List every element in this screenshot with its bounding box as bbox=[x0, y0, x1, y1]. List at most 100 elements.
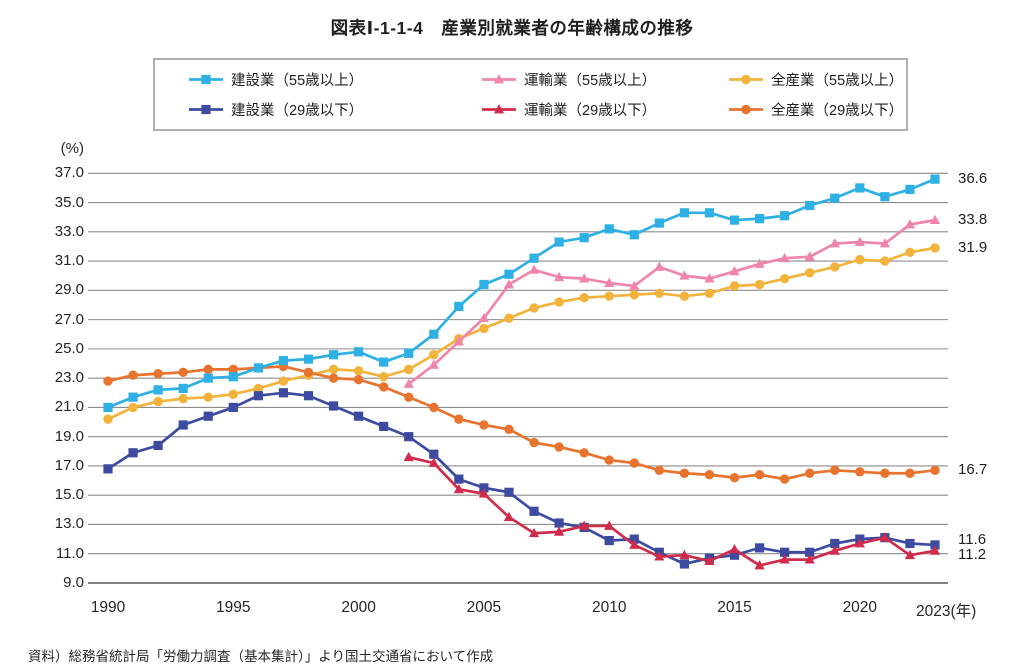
square-marker bbox=[178, 420, 188, 430]
circle-marker bbox=[704, 288, 715, 298]
y-tick-label: 37.0 bbox=[54, 164, 84, 182]
legend-label: 建設業（29歳以下） bbox=[231, 102, 364, 119]
circle-marker bbox=[153, 369, 163, 379]
legend-label: 運輸業（55歳以上） bbox=[524, 73, 657, 90]
series-all-industry-55 bbox=[103, 243, 940, 424]
end-label-transport-55: 33.8 bbox=[958, 211, 988, 229]
square-marker bbox=[479, 483, 489, 493]
series-line-all-industry-55 bbox=[107, 246, 936, 421]
square-marker bbox=[253, 391, 263, 401]
square-marker bbox=[278, 388, 289, 398]
circle-marker bbox=[253, 383, 264, 394]
square-marker bbox=[754, 543, 765, 553]
circle-marker bbox=[103, 414, 113, 424]
legend-swatch-triangle bbox=[482, 103, 516, 114]
legend-swatch-triangle bbox=[482, 74, 516, 84]
circle-marker bbox=[579, 448, 589, 458]
legend-item-transport-55: 運輸業（55歳以上） bbox=[481, 69, 728, 90]
square-marker bbox=[404, 432, 414, 442]
triangle-marker bbox=[754, 560, 765, 570]
triangle-marker bbox=[604, 277, 615, 287]
square-marker bbox=[604, 535, 614, 546]
square-marker bbox=[153, 440, 163, 451]
x-tick-label: 2020 bbox=[842, 599, 878, 616]
triangle-marker bbox=[804, 251, 815, 261]
circle-marker bbox=[353, 374, 364, 385]
circle-marker bbox=[930, 243, 940, 253]
circle-marker bbox=[880, 468, 890, 478]
circle-marker bbox=[830, 465, 840, 476]
square-marker bbox=[529, 253, 539, 263]
circle-marker bbox=[779, 474, 790, 484]
square-marker bbox=[203, 373, 213, 383]
square-marker bbox=[930, 540, 940, 550]
end-label-construction-29: 11.6 bbox=[958, 531, 987, 549]
legend-box: 建設業（55歳以上） 運輸業（55歳以上） 全産業（55歳以上） 建設業（29歳以下）… bbox=[153, 58, 908, 131]
circle-marker bbox=[328, 364, 339, 375]
square-marker bbox=[128, 392, 138, 402]
x-tick-label: 2010 bbox=[591, 599, 627, 616]
square-marker bbox=[679, 559, 689, 569]
circle-marker bbox=[429, 350, 439, 360]
circle-marker bbox=[905, 468, 915, 478]
circle-marker bbox=[830, 262, 840, 272]
triangle-marker bbox=[654, 551, 665, 561]
y-tick-label: 29.0 bbox=[54, 281, 84, 299]
series-line-transport-55 bbox=[407, 218, 936, 386]
circle-marker bbox=[203, 392, 213, 402]
square-marker bbox=[504, 269, 514, 279]
square-marker bbox=[454, 474, 464, 484]
square-marker bbox=[905, 538, 915, 549]
triangle-marker bbox=[754, 258, 765, 268]
square-marker bbox=[780, 547, 790, 557]
legend-label: 運輸業（29歳以下） bbox=[524, 102, 657, 119]
square-marker bbox=[128, 448, 138, 458]
square-marker bbox=[629, 534, 639, 544]
triangle-marker bbox=[929, 214, 941, 225]
circle-marker bbox=[529, 303, 539, 313]
circle-marker bbox=[855, 254, 865, 265]
square-marker bbox=[554, 518, 564, 528]
legend-label: 建設業（55歳以上） bbox=[231, 73, 364, 90]
triangle-marker bbox=[553, 271, 565, 282]
legend-item-construction-55: 建設業（55歳以上） bbox=[188, 69, 481, 90]
circle-marker bbox=[579, 292, 589, 303]
circle-marker bbox=[353, 366, 364, 376]
legend-swatch-square bbox=[189, 75, 223, 85]
series-transport-55 bbox=[403, 214, 941, 388]
circle-marker bbox=[880, 256, 890, 266]
circle-marker bbox=[729, 281, 740, 291]
triangle-marker bbox=[453, 336, 464, 346]
x-tick-label: 1990 bbox=[90, 599, 126, 616]
triangle-marker bbox=[428, 457, 439, 467]
triangle-marker bbox=[829, 545, 840, 555]
y-tick-label: 23.0 bbox=[54, 369, 84, 387]
series-construction-29 bbox=[103, 388, 940, 569]
square-marker bbox=[855, 183, 865, 193]
triangle-marker bbox=[579, 273, 590, 283]
y-tick-label: 17.0 bbox=[54, 456, 84, 474]
circle-marker bbox=[654, 288, 665, 298]
triangle-marker bbox=[854, 538, 865, 548]
circle-marker bbox=[604, 291, 614, 301]
circle-marker bbox=[930, 465, 940, 476]
triangle-marker bbox=[629, 539, 640, 549]
square-marker bbox=[103, 464, 113, 474]
x-tick-label: 2023(年) bbox=[916, 603, 977, 620]
triangle-marker bbox=[704, 273, 715, 283]
y-tick-label: 31.0 bbox=[54, 252, 84, 270]
legend-swatch-square bbox=[189, 104, 223, 114]
circle-marker bbox=[704, 470, 715, 480]
gridlines bbox=[88, 172, 948, 584]
end-label-all-industry-55: 31.9 bbox=[958, 238, 988, 256]
square-marker bbox=[201, 75, 211, 85]
circle-marker bbox=[554, 442, 564, 452]
end-label-all-industry-29: 16.7 bbox=[958, 461, 988, 479]
square-marker bbox=[429, 329, 439, 339]
square-marker bbox=[201, 104, 211, 114]
y-tick-label: 13.0 bbox=[54, 515, 84, 533]
circle-marker bbox=[779, 273, 790, 284]
triangle-marker bbox=[528, 264, 540, 274]
y-axis-unit-label: (%) bbox=[60, 140, 84, 157]
